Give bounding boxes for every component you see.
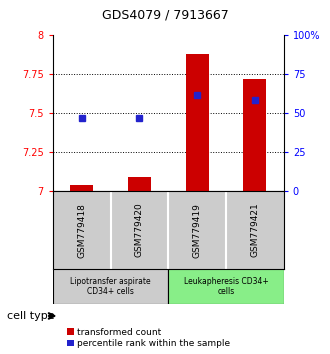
Text: GDS4079 / 7913667: GDS4079 / 7913667 bbox=[102, 9, 228, 22]
Text: GSM779419: GSM779419 bbox=[193, 202, 202, 258]
Bar bbox=[185, 54, 209, 191]
Bar bbox=[128, 177, 151, 191]
Text: GSM779420: GSM779420 bbox=[135, 203, 144, 257]
Bar bbox=[70, 185, 93, 191]
Text: Leukapheresis CD34+
cells: Leukapheresis CD34+ cells bbox=[184, 277, 268, 296]
Text: GSM779421: GSM779421 bbox=[250, 203, 259, 257]
Text: GSM779418: GSM779418 bbox=[77, 202, 86, 258]
Bar bbox=[53, 269, 168, 304]
Legend: transformed count, percentile rank within the sample: transformed count, percentile rank withi… bbox=[67, 327, 230, 348]
Text: Lipotransfer aspirate
CD34+ cells: Lipotransfer aspirate CD34+ cells bbox=[70, 277, 151, 296]
Text: cell type: cell type bbox=[7, 311, 54, 321]
Bar bbox=[244, 79, 267, 191]
Bar bbox=[168, 269, 284, 304]
